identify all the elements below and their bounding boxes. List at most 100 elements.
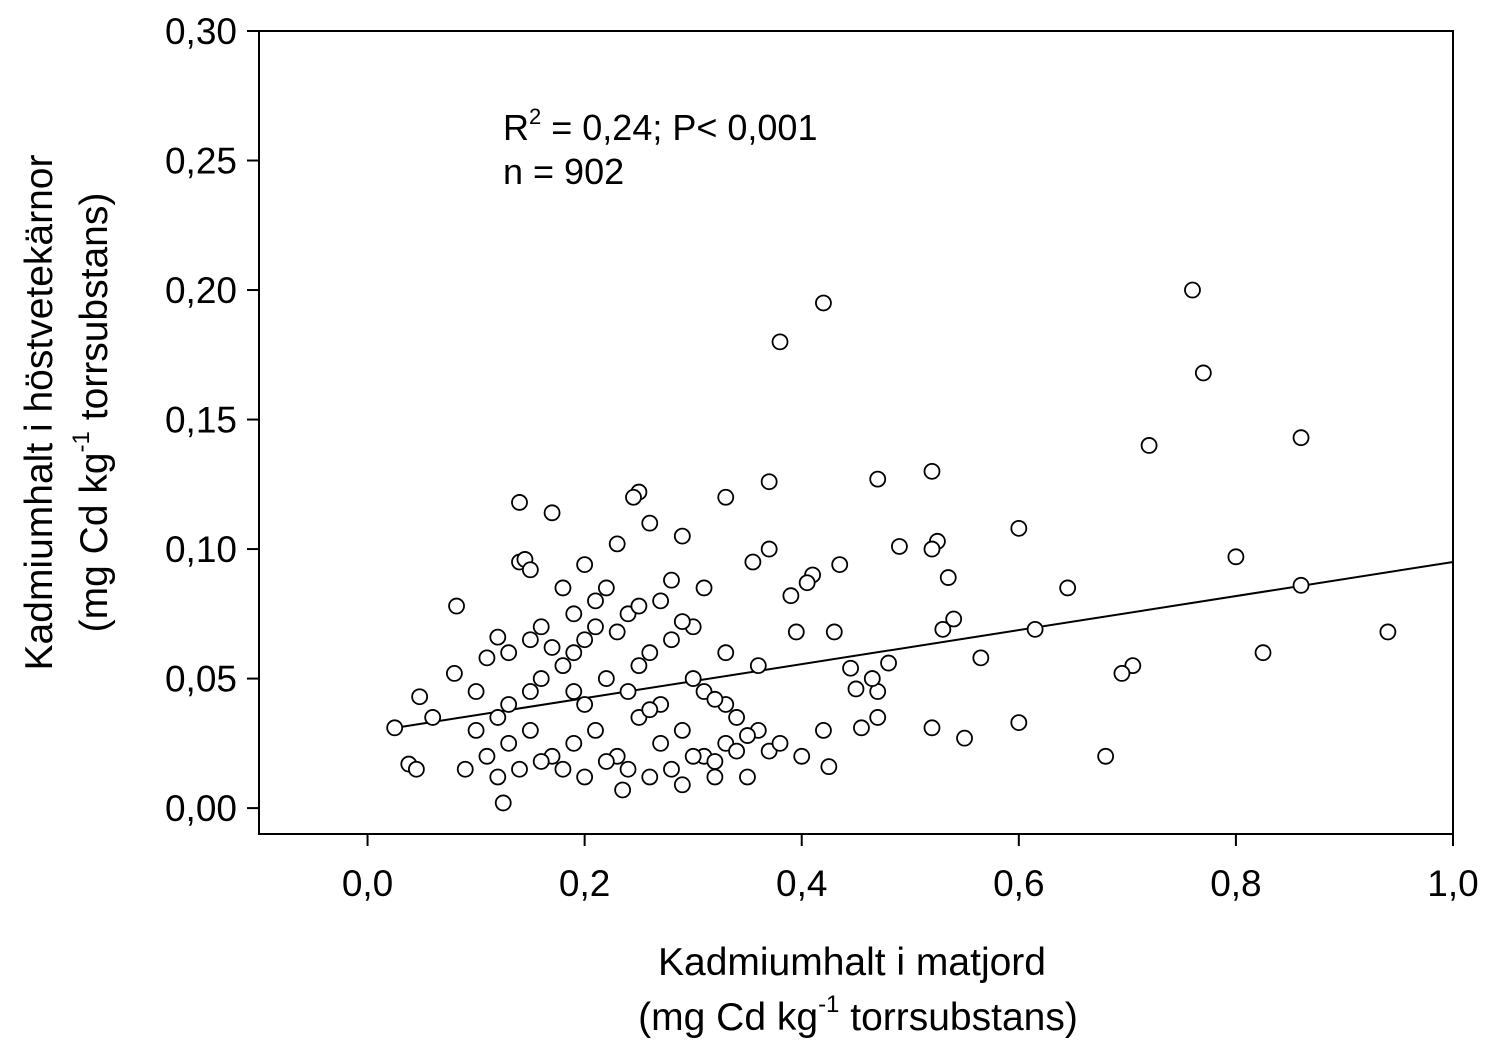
x-tick-label: 0,0 (342, 863, 393, 904)
point (972, 649, 990, 667)
point (945, 610, 963, 628)
trendline (395, 561, 1454, 729)
text-part: torrsubstans) (839, 996, 1077, 1039)
x-tick-label: 0,4 (776, 863, 827, 904)
x-tick-label: 0,2 (559, 863, 610, 904)
point (798, 574, 816, 592)
point (1010, 519, 1028, 537)
point (565, 605, 583, 623)
point (815, 721, 832, 739)
point (565, 734, 583, 752)
point (500, 644, 518, 662)
point (532, 618, 550, 636)
point (869, 470, 887, 488)
point (842, 659, 859, 677)
point (869, 709, 887, 726)
point (532, 670, 550, 687)
point (554, 657, 572, 675)
y-tick-label: 0,20 (165, 270, 237, 311)
point (543, 504, 561, 522)
point (608, 535, 626, 553)
point (673, 613, 691, 630)
point (717, 644, 735, 662)
point (673, 527, 691, 545)
point (587, 721, 604, 739)
point (543, 639, 561, 656)
point (782, 587, 800, 605)
x-axis-label: Kadmiumhalt i matjord (658, 941, 1046, 984)
text-part: -1 (818, 991, 839, 1018)
point (717, 488, 735, 506)
point (478, 747, 496, 765)
point (1026, 620, 1044, 638)
point (521, 561, 539, 579)
point (825, 623, 843, 641)
point (663, 760, 680, 778)
point (619, 683, 637, 700)
point (728, 709, 745, 726)
text-part: torrsubstans) (73, 193, 116, 431)
point (1379, 623, 1397, 641)
point (500, 734, 518, 752)
point (641, 644, 659, 662)
point (1194, 364, 1212, 382)
point (597, 579, 615, 597)
y-axis-label-group: Kadmiumhalt i höstvetekärnor (mg Cd kg-1 … (18, 155, 116, 671)
point (652, 734, 670, 752)
point (489, 628, 507, 646)
y-tick-label: 0,00 (165, 788, 237, 829)
point (641, 701, 659, 719)
point (1140, 437, 1158, 454)
point (706, 690, 724, 708)
point (847, 680, 865, 698)
point (619, 760, 637, 778)
point (771, 734, 789, 752)
point (448, 597, 465, 615)
point (831, 556, 849, 574)
point (820, 758, 838, 776)
point (793, 747, 811, 765)
point (739, 768, 756, 786)
point (478, 649, 496, 667)
annotation: R2 = 0,24; P< 0,001 (503, 104, 817, 148)
point (1227, 548, 1245, 566)
point (939, 569, 957, 586)
point (500, 696, 518, 713)
plot-frame (258, 30, 1454, 835)
text-part: (mg Cd kg (638, 996, 818, 1039)
point (386, 719, 404, 737)
point (467, 683, 485, 700)
point (630, 657, 648, 675)
point (625, 488, 642, 506)
y-axis-label-units: (mg Cd kg-1 torrsubstans) (68, 193, 116, 633)
point (554, 579, 572, 597)
y-tick-label: 0,15 (165, 400, 237, 441)
y-tick-label: 0,05 (165, 659, 237, 700)
text-part: 2 (529, 104, 541, 129)
point (787, 623, 805, 641)
point (663, 631, 680, 649)
point (456, 760, 474, 778)
point (521, 721, 539, 739)
point (554, 760, 572, 778)
point (815, 294, 832, 312)
point (923, 462, 941, 480)
point (532, 753, 550, 770)
point (684, 747, 702, 765)
point (608, 623, 626, 641)
point (673, 776, 691, 794)
text-part: R (503, 107, 529, 148)
point (587, 618, 604, 636)
text-part: = 0,24; P< 0,001 (541, 107, 817, 148)
point (630, 597, 648, 615)
point (1010, 714, 1028, 732)
point (407, 760, 425, 778)
point (744, 553, 762, 571)
point (728, 742, 745, 760)
point (445, 665, 463, 682)
point (494, 794, 512, 812)
point (663, 571, 680, 589)
point (760, 473, 778, 491)
point (1254, 644, 1272, 662)
